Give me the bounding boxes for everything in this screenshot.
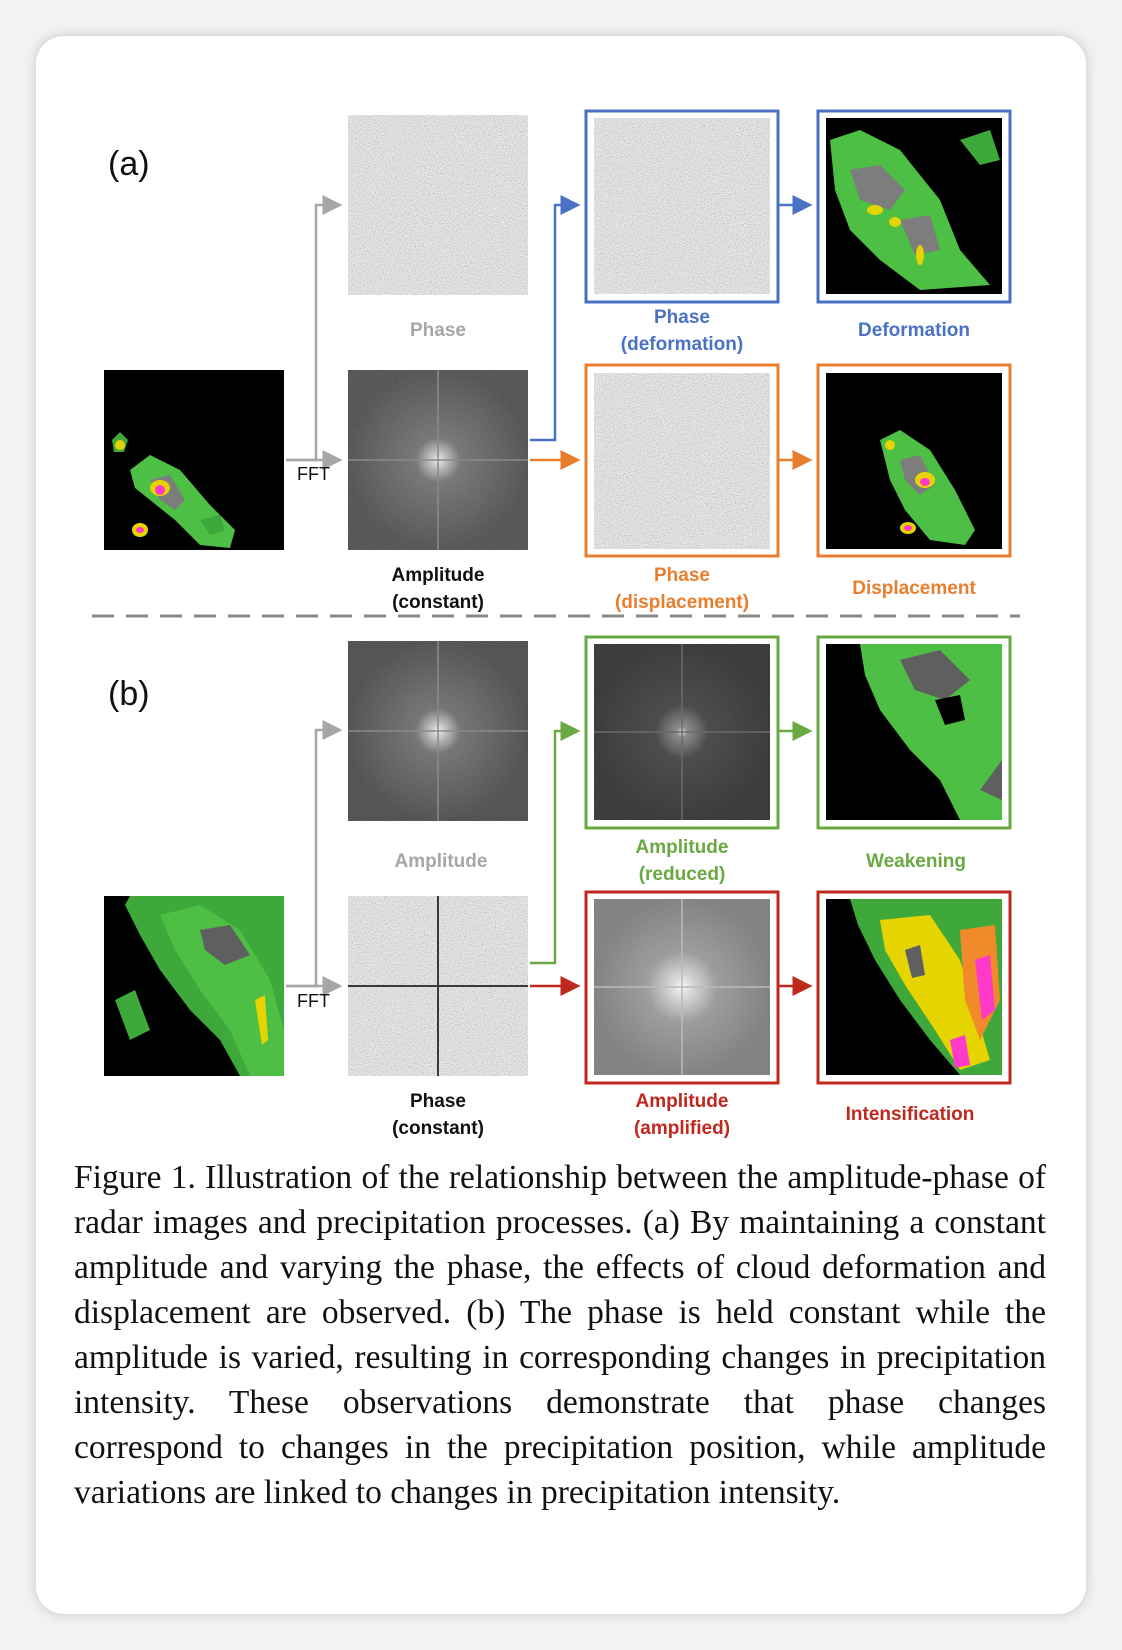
amplitude-reduced-image <box>594 644 770 820</box>
amplitude-label-b: Amplitude <box>394 851 488 872</box>
amplitude-amplified-label-2: (amplified) <box>633 1118 731 1139</box>
phase-label-b-1: Phase <box>410 1091 466 1112</box>
amplitude-reduced-label-2: (reduced) <box>638 864 726 885</box>
deformation-label: Deformation <box>858 320 970 341</box>
amplitude-spectrum-a <box>348 370 528 550</box>
phase-deformation-label-1: Phase <box>654 307 710 328</box>
deformation-image <box>826 118 1002 294</box>
weakening-image <box>826 644 1002 820</box>
amplitude-spectrum-b <box>348 641 528 821</box>
phase-deformation-label-2: (deformation) <box>620 334 744 355</box>
displacement-image <box>826 373 1002 549</box>
amplitude-amplified-label-1: Amplitude <box>635 1091 729 1112</box>
phase-label-a: Phase <box>410 320 466 341</box>
panel-b-letter: (b) <box>108 675 150 713</box>
fft-label-a: FFT <box>297 464 330 484</box>
amplitude-reduced-label-1: Amplitude <box>635 837 729 858</box>
figure-caption: Figure 1. Illustration of the relationsh… <box>74 1159 1046 1511</box>
phase-displacement-label-1: Phase <box>654 565 710 586</box>
phase-spectrum-a <box>348 115 528 295</box>
fft-label-b: FFT <box>297 991 330 1011</box>
phase-deformation-image <box>594 118 770 294</box>
intensification-label: Intensification <box>845 1104 975 1125</box>
phase-displacement-label-2: (displacement) <box>614 592 750 613</box>
displacement-label: Displacement <box>852 578 976 599</box>
panel-a-letter: (a) <box>108 145 150 183</box>
radar-input-a <box>104 370 284 550</box>
arrow-deformation <box>530 195 581 442</box>
weakening-label: Weakening <box>866 851 966 872</box>
arrow-amplitude-b <box>286 720 343 988</box>
phase-label-b-2: (constant) <box>392 1118 484 1139</box>
phase-displacement-image <box>594 373 770 549</box>
arrow-reduced <box>530 721 581 965</box>
phase-spectrum-b <box>348 896 528 1076</box>
amplitude-label-a-2: (constant) <box>392 592 484 613</box>
radar-input-b <box>104 896 284 1076</box>
intensification-image <box>826 899 1002 1075</box>
amplitude-label-a-1: Amplitude <box>391 565 485 586</box>
amplitude-amplified-image <box>594 899 770 1075</box>
arrow-phase-a <box>286 195 343 462</box>
